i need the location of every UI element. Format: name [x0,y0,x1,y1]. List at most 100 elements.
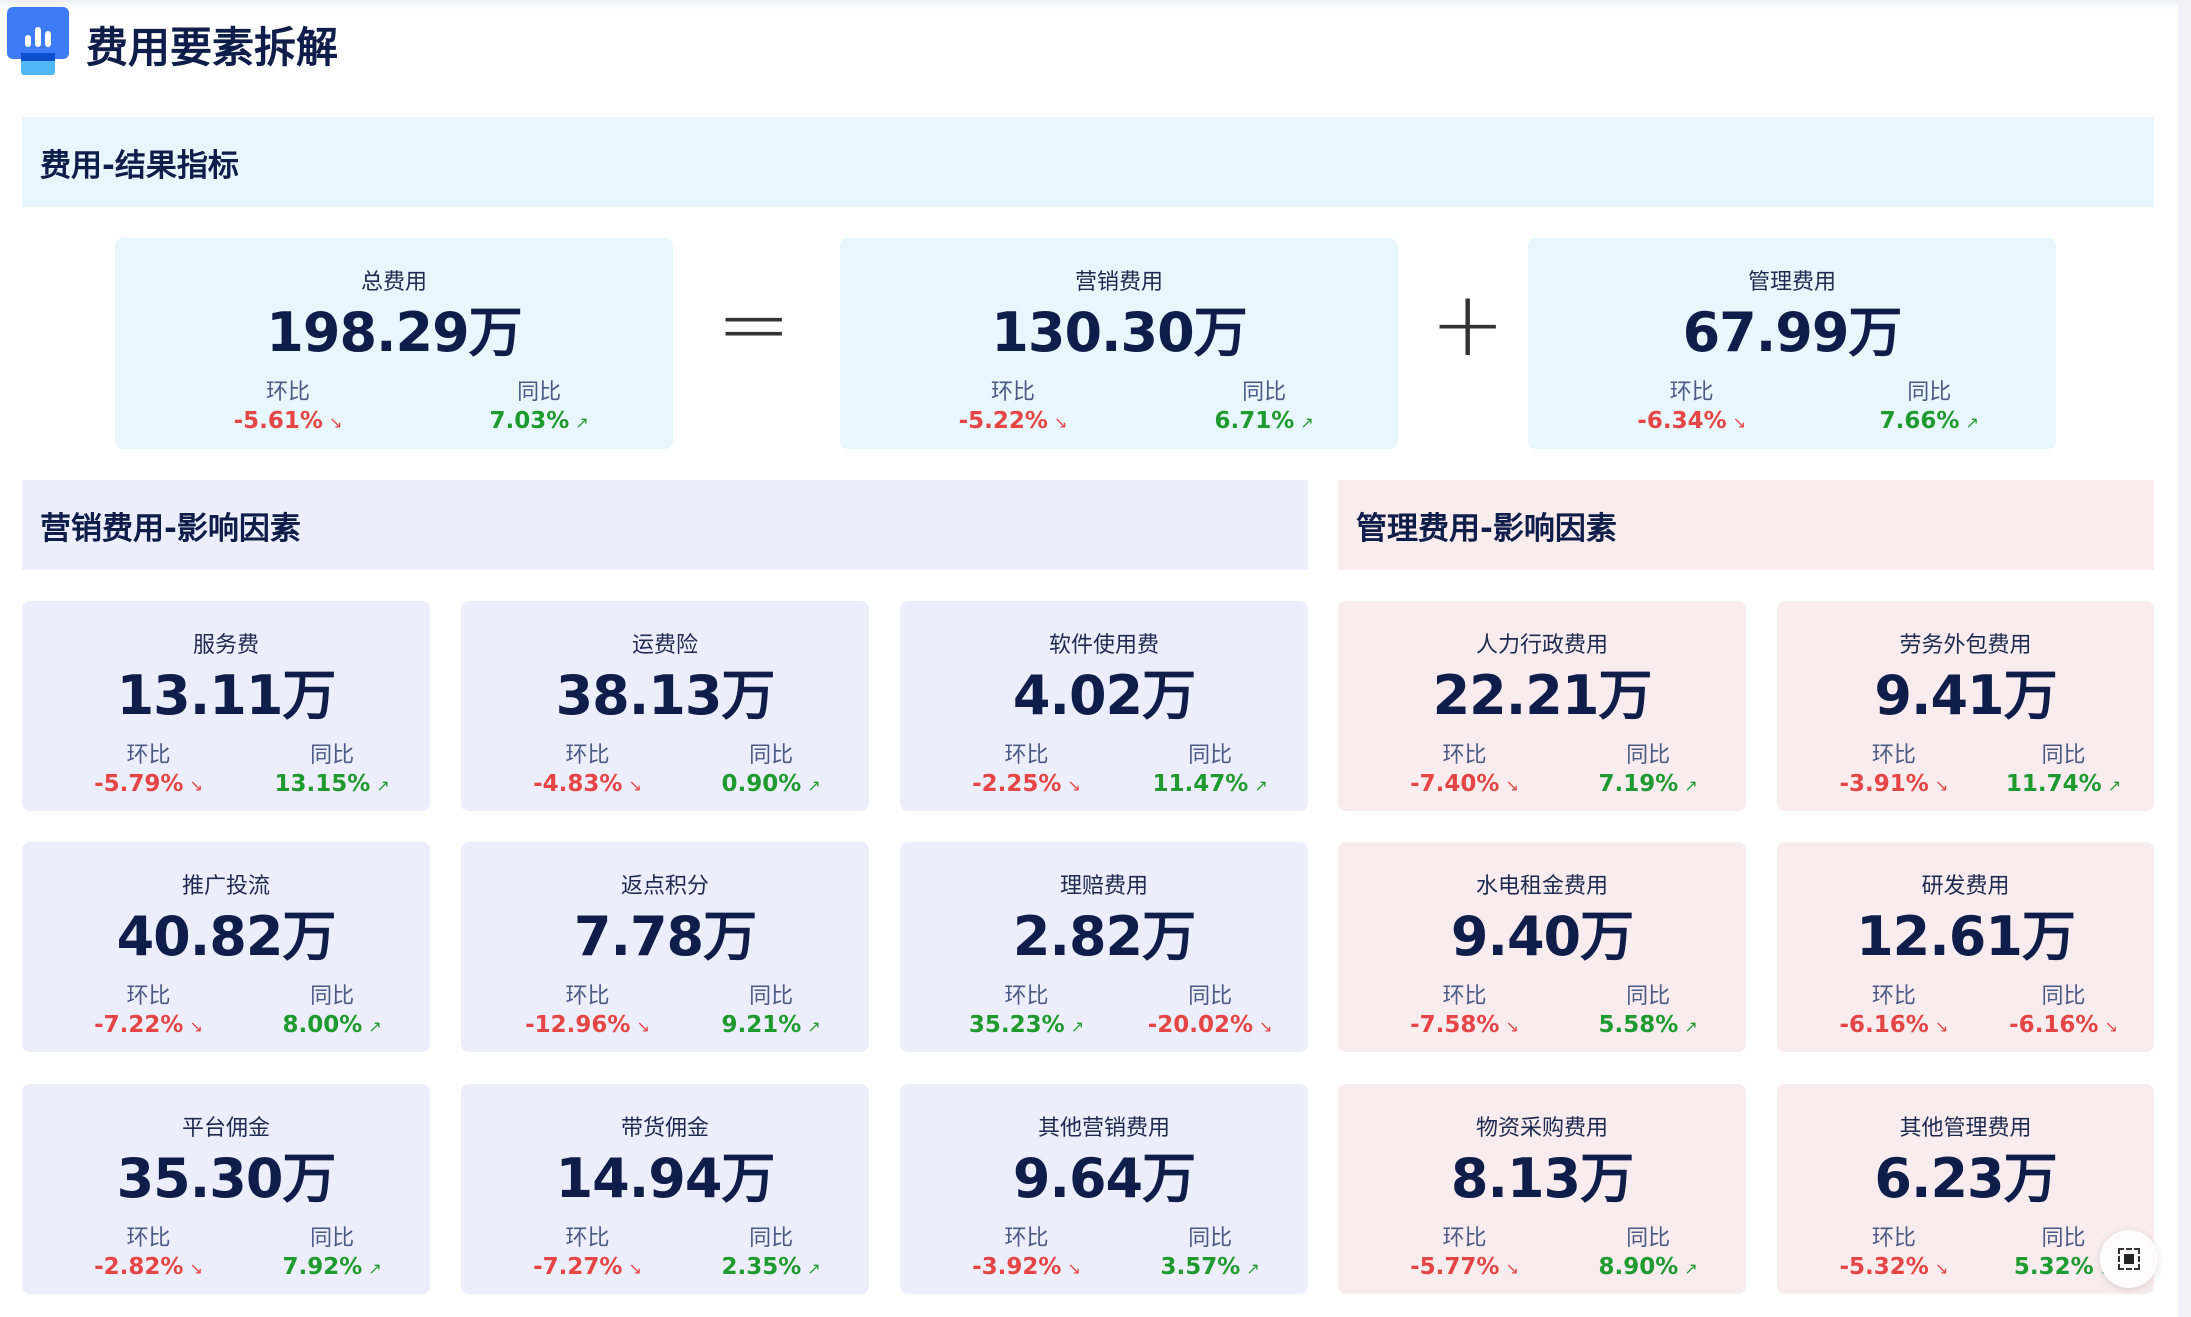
mom-value: -3.91% [1839,771,1929,797]
yoy-label: 同比 [1626,1226,1671,1251]
mom-label: 环比 [1442,1226,1487,1251]
marketing-factor-card[interactable]: 带货佣金 14.94万 环比 -7.27% ↘ 同比 2.35% ↗ [461,1084,869,1294]
mom-value: -2.82% [94,1254,184,1280]
mom-block: 环比 -5.77% ↘ [1362,1220,1566,1280]
yoy-value: 6.71% [1214,408,1295,434]
mom-block: 环比 -4.83% ↘ [485,737,689,797]
metric-label: 营销费用 [1074,270,1163,295]
yoy-value: 8.00% [282,1012,363,1038]
marketing-factor-card[interactable]: 服务费 13.11万 环比 -5.79% ↘ 同比 13.15% ↗ [22,601,430,811]
mom-value: -5.79% [94,771,184,797]
marketing-factor-card[interactable]: 返点积分 7.78万 环比 -12.96% ↘ 同比 9.21% ↗ [461,842,869,1052]
trend-down-icon: ↘ [1259,1017,1273,1036]
marketing-factor-card[interactable]: 推广投流 40.82万 环比 -7.22% ↘ 同比 8.00% ↗ [22,842,430,1052]
mom-block: 环比 -5.79% ↘ [46,737,250,797]
mom-block: 环比 -5.22% ↘ [873,374,1152,434]
yoy-value: 13.15% [274,771,371,797]
mom-label: 环比 [1004,743,1049,768]
mom-label: 环比 [126,984,171,1009]
marketing-factor-card[interactable]: 软件使用费 4.02万 环比 -2.25% ↘ 同比 11.47% ↗ [900,601,1308,811]
yoy-value: 2.35% [721,1254,802,1280]
trend-down-icon: ↘ [1505,1017,1519,1036]
trend-up-icon: ↗ [368,1259,382,1278]
trend-down-icon: ↘ [1732,413,1747,432]
admin-factor-card[interactable]: 劳务外包费用 9.41万 环比 -3.91% ↘ 同比 11.74% ↗ [1777,601,2154,811]
admin-factor-card[interactable]: 物资采购费用 8.13万 环比 -5.77% ↘ 同比 8.90% ↗ [1338,1084,1746,1294]
mom-label: 环比 [1871,984,1916,1009]
trend-up-icon: ↗ [807,1017,821,1036]
metric-label: 服务费 [192,633,259,658]
mom-label: 环比 [265,380,310,405]
metric-label: 研发费用 [1921,874,2010,899]
mom-label: 环比 [1669,380,1714,405]
yoy-value: 3.57% [1160,1254,1241,1280]
mom-label: 环比 [565,743,610,768]
yoy-value: 11.74% [2005,771,2102,797]
fullscreen-button[interactable] [2100,1230,2158,1288]
marketing-factor-card[interactable]: 平台佣金 35.30万 环比 -2.82% ↘ 同比 7.92% ↗ [22,1084,430,1294]
yoy-label: 同比 [749,1226,794,1251]
trend-up-icon: ↗ [368,1017,382,1036]
marketing-factor-card[interactable]: 其他营销费用 9.64万 环比 -3.92% ↘ 同比 3.57% ↗ [900,1084,1308,1294]
result-card[interactable]: 营销费用 130.30万 环比 -5.22% ↘ 同比 6.71% ↗ [840,238,1398,449]
trend-down-icon: ↘ [636,1017,650,1036]
mom-label: 环比 [1004,1226,1049,1251]
admin-factor-card[interactable]: 研发费用 12.61万 环比 -6.16% ↘ 同比 -6.16% ↘ [1777,842,2154,1052]
trend-up-icon: ↗ [1254,776,1268,795]
marketing-factor-card[interactable]: 理赔费用 2.82万 环比 35.23% ↗ 同比 -20.02% ↘ [900,842,1308,1052]
metric-label: 推广投流 [181,874,270,899]
yoy-block: 同比 6.71% ↗ [1125,374,1404,434]
metric-value: 130.30万 [991,301,1247,364]
trend-down-icon: ↘ [1505,1259,1519,1278]
yoy-label: 同比 [310,743,355,768]
mom-block: 环比 -2.25% ↘ [924,737,1128,797]
mom-block: 环比 -7.22% ↘ [46,978,250,1038]
page-title: 费用要素拆解 [86,23,339,72]
yoy-value: -20.02% [1147,1012,1254,1038]
mom-block: 环比 -6.16% ↘ [1800,978,1989,1038]
admin-factor-card[interactable]: 水电租金费用 9.40万 环比 -7.58% ↘ 同比 5.58% ↗ [1338,842,1746,1052]
mom-label: 环比 [1442,984,1487,1009]
trend-down-icon: ↘ [1505,776,1519,795]
yoy-label: 同比 [1188,743,1233,768]
mom-label: 环比 [1442,743,1487,768]
admin-factor-card[interactable]: 其他管理费用 6.23万 环比-5.32%↘ 同比5.32%↗ [1777,1084,2154,1294]
metric-value: 12.61万 [1856,905,2076,968]
mom-label: 环比 [1004,984,1049,1009]
yoy-value: 5.58% [1598,1012,1679,1038]
mom-block: 环比 35.23% ↗ [924,978,1128,1038]
yoy-label: 同比 [749,984,794,1009]
admin-factor-card[interactable]: 人力行政费用 22.21万 环比 -7.40% ↘ 同比 7.19% ↗ [1338,601,1746,811]
trend-up-icon: ↗ [575,413,589,432]
mom-value: -6.34% [1637,408,1727,434]
yoy-label: 同比 [310,1226,355,1251]
mom-value: -12.96% [525,1012,631,1038]
metric-value: 40.82万 [116,905,337,968]
yoy-value: 11.47% [1152,771,1249,797]
section-header-marketing: 营销费用-影响因素 [22,480,1308,570]
metric-value: 9.41万 [1874,664,2057,727]
scrollbar[interactable] [2178,0,2191,1317]
metric-value: 6.23万 [1874,1147,2057,1210]
yoy-block: 同比 9.21% ↗ [669,978,873,1038]
yoy-block: 同比 13.15% ↗ [230,737,434,797]
metric-value: 4.02万 [1012,664,1196,727]
trend-down-icon: ↘ [2104,1017,2118,1036]
yoy-label: 同比 [2041,743,2086,768]
mom-value: -4.83% [533,771,623,797]
mom-value: -5.32% [1839,1254,1929,1280]
yoy-label: 同比 [1626,743,1671,768]
marketing-factor-card[interactable]: 运费险 38.13万 环比 -4.83% ↘ 同比 0.90% ↗ [461,601,869,811]
mom-value: -7.22% [94,1012,184,1038]
metric-value: 22.21万 [1432,664,1653,727]
result-card[interactable]: 管理费用 67.99万 环比 -6.34% ↘ 同比 7.66% ↗ [1528,238,2056,449]
metric-label: 软件使用费 [1048,633,1159,658]
yoy-block: 同比 7.66% ↗ [1797,374,2061,434]
yoy-block: 同比 7.03% ↗ [400,374,679,434]
metric-value: 9.64万 [1012,1147,1196,1210]
top-shadow [0,0,2191,10]
yoy-block: 同比 -6.16% ↘ [1969,978,2158,1038]
result-card[interactable]: 总费用 198.29万 环比 -5.61% ↘ 同比 7.03% ↗ [115,238,673,449]
metric-label: 物资采购费用 [1475,1116,1608,1141]
metric-label: 平台佣金 [181,1116,270,1141]
